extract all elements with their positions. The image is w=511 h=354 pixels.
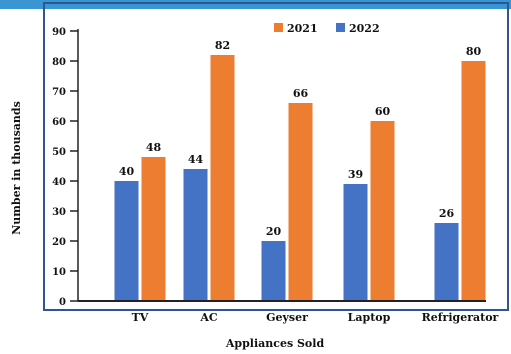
bar-2022-ac — [183, 169, 208, 301]
bar-2021-geyser — [288, 103, 313, 301]
x-tick-label: Geyser — [266, 311, 308, 324]
y-tick-label: 50 — [52, 147, 66, 158]
data-label: 39 — [348, 168, 363, 181]
y-axis: 0 10 20 30 40 50 60 70 80 90 — [52, 27, 79, 308]
bar-2022-laptop — [343, 184, 368, 301]
x-tick-label: TV — [132, 311, 149, 324]
x-tick-label: Refrigerator — [422, 311, 499, 324]
bar-2022-tv — [114, 181, 139, 301]
legend-swatch-2022 — [336, 23, 345, 32]
data-label: 60 — [375, 105, 391, 118]
data-label: 66 — [293, 87, 309, 100]
bar-2021-ac — [210, 55, 235, 301]
y-tick-label: 80 — [52, 57, 66, 68]
bar-2021-tv — [141, 157, 166, 301]
title-banner — [0, 0, 511, 9]
data-label: 40 — [119, 165, 135, 178]
legend-label-2021: 2021 — [287, 22, 318, 35]
y-tick-label: 0 — [59, 297, 66, 308]
data-label: 20 — [266, 225, 282, 238]
y-tick-label: 20 — [52, 237, 66, 248]
y-tick-label: 10 — [52, 267, 66, 278]
chart-frame — [43, 2, 509, 311]
bar-2021-laptop — [370, 121, 395, 301]
x-tick-label: Laptop — [348, 311, 391, 324]
data-label: 26 — [439, 207, 455, 220]
bar-2022-geyser — [261, 241, 286, 301]
data-label: 44 — [188, 153, 204, 166]
data-label: 48 — [146, 141, 162, 154]
y-tick-label: 60 — [52, 117, 66, 128]
x-axis: TV AC Geyser Laptop Refrigerator — [78, 300, 499, 324]
data-label: 82 — [215, 39, 230, 52]
y-tick-label: 90 — [52, 27, 66, 38]
y-tick-label: 40 — [52, 177, 66, 188]
y-axis-label: Number in thousands — [10, 101, 23, 235]
bars: 40 48 44 82 20 66 39 60 26 80 — [114, 39, 486, 301]
x-axis-label: Appliances Sold — [225, 337, 325, 350]
data-label: 80 — [466, 45, 482, 58]
legend-label-2022: 2022 — [349, 22, 380, 35]
x-tick-label: AC — [199, 311, 218, 324]
y-tick-label: 30 — [52, 207, 66, 218]
bar-2022-refrigerator — [434, 223, 459, 301]
bar-2021-refrigerator — [461, 61, 486, 301]
legend-swatch-2021 — [274, 23, 283, 32]
y-tick-label: 70 — [52, 87, 66, 98]
legend: 2021 2022 — [274, 22, 380, 35]
